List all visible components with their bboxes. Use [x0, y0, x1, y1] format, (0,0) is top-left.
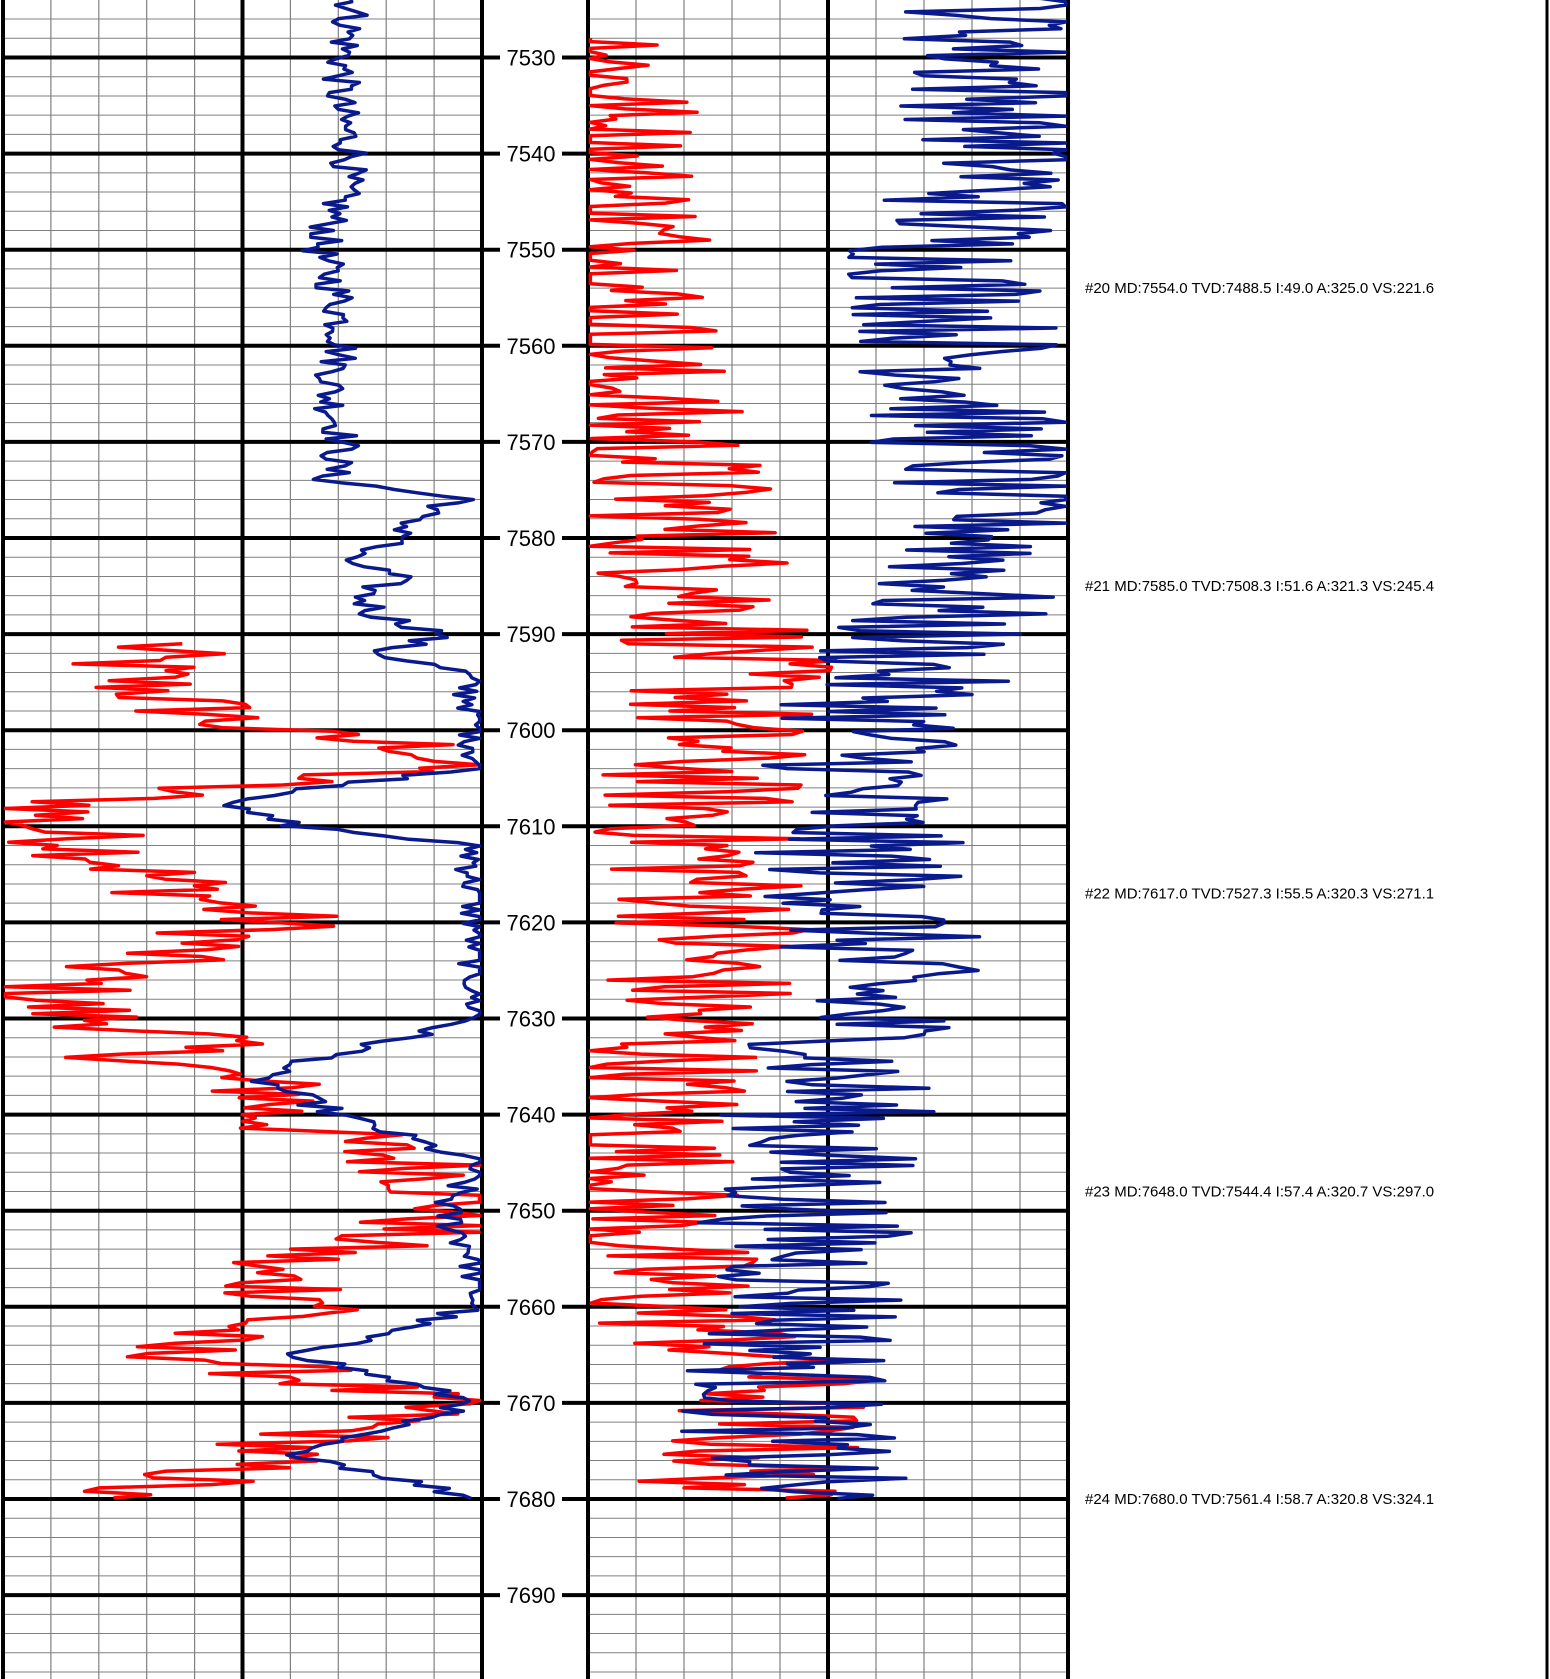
- survey-label: #21 MD:7585.0 TVD:7508.3 I:51.6 A:321.3 …: [1085, 578, 1434, 595]
- depth-tick-label: 7610: [507, 814, 556, 839]
- depth-tick-label: 7690: [507, 1583, 556, 1608]
- depth-tick-label: 7630: [507, 1007, 556, 1032]
- survey-label: #23 MD:7648.0 TVD:7544.4 I:57.4 A:320.7 …: [1085, 1183, 1434, 1200]
- log-track-right: [586, 0, 1070, 1679]
- depth-tick-label: 7540: [507, 142, 556, 167]
- log-track-left: [1, 0, 484, 1679]
- depth-tick-label: 7680: [507, 1487, 556, 1512]
- depth-tick-label: 7640: [507, 1103, 556, 1128]
- survey-label: #24 MD:7680.0 TVD:7561.4 I:58.7 A:320.8 …: [1085, 1491, 1434, 1508]
- track2-red-curve: [588, 38, 877, 1500]
- depth-tick-label: 7570: [507, 430, 556, 455]
- depth-tick-label: 7530: [507, 46, 556, 71]
- depth-tick-label: 7660: [507, 1295, 556, 1320]
- depth-track: 7530 7540 7550 7560 7570 7580 7590 7600 7610 7620…: [482, 46, 588, 1608]
- depth-tick-label: 7560: [507, 334, 556, 359]
- track2-blue-curve: [680, 0, 1068, 1501]
- track1-blue-curve: [222, 0, 482, 1501]
- survey-label: #20 MD:7554.0 TVD:7488.5 I:49.0 A:325.0 …: [1085, 280, 1434, 297]
- depth-tick-label: 7590: [507, 622, 556, 647]
- depth-tick-label: 7620: [507, 910, 556, 935]
- depth-tick-label: 7580: [507, 526, 556, 551]
- depth-tick-label: 7670: [507, 1391, 556, 1416]
- depth-tick-label: 7600: [507, 718, 556, 743]
- track1-red-curve: [3, 641, 482, 1500]
- depth-tick-label: 7550: [507, 238, 556, 263]
- survey-annotations: #20 MD:7554.0 TVD:7488.5 I:49.0 A:325.0 …: [1085, 0, 1549, 1679]
- depth-tick-label: 7650: [507, 1199, 556, 1224]
- survey-label: #22 MD:7617.0 TVD:7527.3 I:55.5 A:320.3 …: [1085, 886, 1434, 903]
